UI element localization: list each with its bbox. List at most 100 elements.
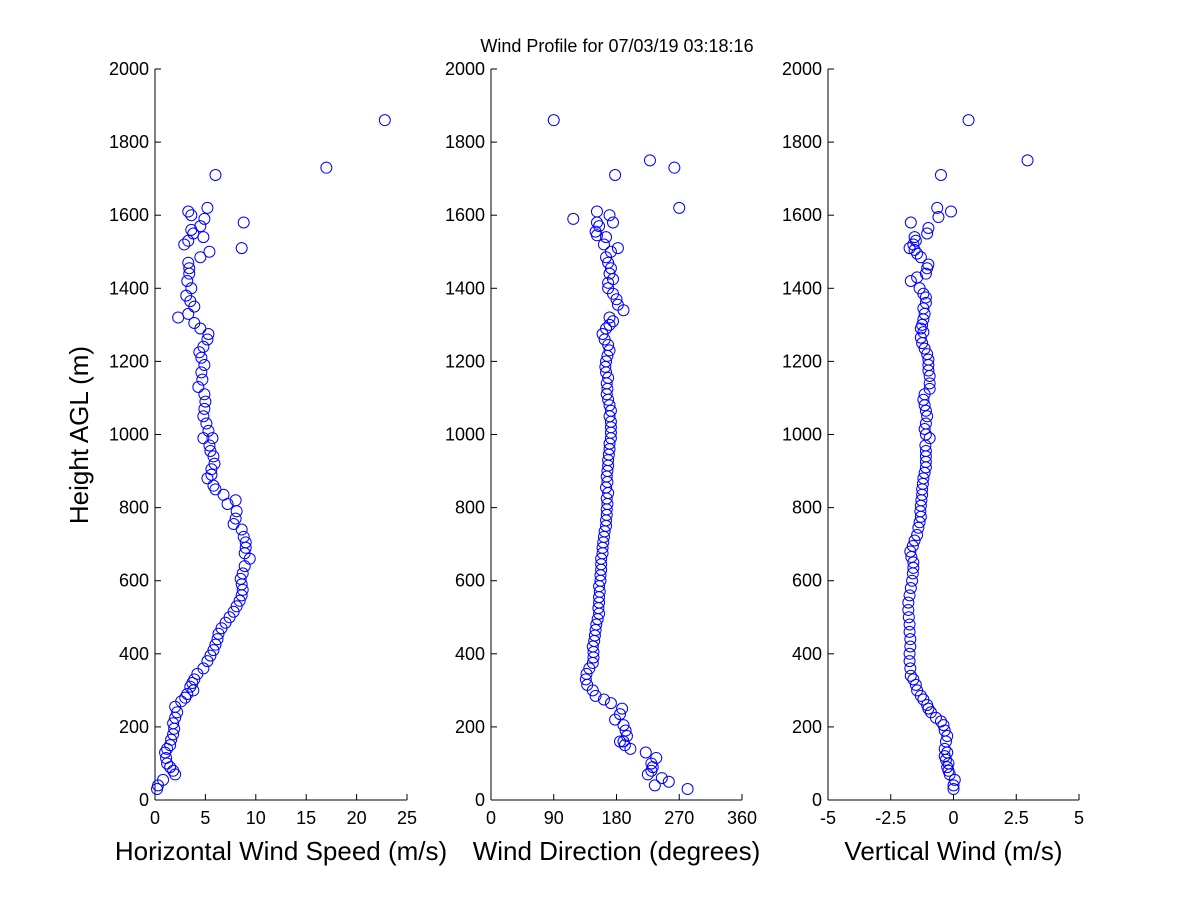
data-point-vertical bbox=[931, 201, 944, 214]
data-point-vertical bbox=[947, 779, 960, 792]
data-point-direction bbox=[602, 371, 615, 384]
data-point-vertical bbox=[923, 377, 936, 390]
data-point-direction bbox=[620, 730, 633, 743]
data-point-speed bbox=[237, 216, 250, 229]
data-point-direction bbox=[619, 724, 632, 737]
data-point-direction bbox=[648, 779, 661, 792]
data-point-speed bbox=[239, 536, 252, 549]
data-point-speed bbox=[207, 644, 220, 657]
data-point-speed bbox=[378, 114, 391, 127]
data-point-vertical bbox=[1021, 154, 1034, 167]
data-point-speed bbox=[236, 567, 249, 580]
data-point-speed bbox=[165, 733, 178, 746]
data-point-speed bbox=[235, 523, 248, 536]
x-axis-label-direction: Wind Direction (degrees) bbox=[473, 836, 761, 866]
data-point-vertical bbox=[922, 353, 935, 366]
data-point-vertical bbox=[913, 282, 926, 295]
data-point-speed bbox=[194, 251, 207, 264]
data-point-direction bbox=[600, 322, 613, 335]
data-point-vertical bbox=[922, 221, 935, 234]
data-point-vertical bbox=[914, 251, 927, 264]
data-point-speed bbox=[208, 457, 221, 470]
x-axis-label-speed: Horizontal Wind Speed (m/s) bbox=[115, 836, 447, 866]
data-point-speed bbox=[164, 739, 177, 752]
data-point-direction bbox=[643, 154, 656, 167]
data-point-speed bbox=[198, 359, 211, 372]
data-point-speed bbox=[182, 256, 195, 269]
data-point-direction bbox=[603, 311, 616, 324]
panel-direction: 0 200 400 600 800 1000 1200 1400 1600 1800 2000 0 90… bbox=[445, 59, 760, 866]
data-point-vertical bbox=[937, 719, 950, 732]
data-point-vertical bbox=[919, 417, 932, 430]
y-tick-label-vertical: 1800 bbox=[782, 132, 822, 152]
y-tick-label-direction: 1600 bbox=[445, 205, 485, 225]
data-point-speed bbox=[202, 327, 215, 340]
data-point-vertical bbox=[919, 444, 932, 457]
data-point-direction bbox=[597, 693, 610, 706]
data-point-vertical bbox=[902, 596, 915, 609]
data-point-vertical bbox=[906, 539, 919, 552]
data-point-vertical bbox=[916, 318, 929, 331]
data-point-speed bbox=[206, 432, 219, 445]
y-tick-label-direction: 600 bbox=[455, 571, 485, 591]
y-tick-label-direction: 0 bbox=[475, 790, 485, 810]
x-tick-label-speed: 10 bbox=[246, 808, 266, 828]
y-axis-label: Height AGL (m) bbox=[64, 346, 94, 524]
data-point-vertical bbox=[908, 534, 921, 547]
data-point-direction bbox=[617, 719, 630, 732]
y-tick-label-direction: 2000 bbox=[445, 59, 485, 79]
x-tick-label-speed: 5 bbox=[200, 808, 210, 828]
data-point-vertical bbox=[904, 216, 917, 229]
data-point-vertical bbox=[912, 521, 925, 534]
data-point-vertical bbox=[903, 647, 916, 660]
data-point-direction bbox=[662, 775, 675, 788]
data-point-vertical bbox=[907, 556, 920, 569]
data-point-direction bbox=[611, 298, 624, 311]
y-tick-label-vertical: 600 bbox=[792, 571, 822, 591]
x-tick-label-speed: 25 bbox=[397, 808, 417, 828]
y-tick-label-speed: 0 bbox=[139, 790, 149, 810]
data-point-vertical bbox=[902, 603, 915, 616]
data-point-direction bbox=[589, 689, 602, 702]
data-point-vertical bbox=[908, 231, 921, 244]
panel-speed: 0 200 400 600 800 1000 1200 1400 1600 1800 2000 0 5 1… bbox=[109, 59, 447, 866]
data-point-speed bbox=[198, 388, 211, 401]
data-point-vertical bbox=[904, 274, 917, 287]
data-point-speed bbox=[185, 209, 198, 222]
data-point-direction bbox=[603, 209, 616, 222]
data-point-vertical bbox=[908, 243, 921, 256]
data-point-vertical bbox=[911, 271, 924, 284]
data-point-direction bbox=[604, 262, 617, 275]
y-tick-label-speed: 600 bbox=[119, 571, 149, 591]
data-point-vertical bbox=[932, 211, 945, 224]
data-point-vertical bbox=[921, 410, 934, 423]
data-point-speed bbox=[234, 572, 247, 585]
data-point-speed bbox=[212, 627, 225, 640]
data-point-vertical bbox=[911, 684, 924, 697]
y-tick-label-speed: 1600 bbox=[109, 205, 149, 225]
data-point-vertical bbox=[938, 750, 951, 763]
data-point-speed bbox=[204, 649, 217, 662]
data-point-speed bbox=[201, 201, 214, 214]
data-point-speed bbox=[203, 439, 216, 452]
data-point-speed bbox=[233, 594, 246, 607]
x-tick-label-speed: 15 bbox=[296, 808, 316, 828]
data-point-speed bbox=[196, 373, 209, 386]
data-point-vertical bbox=[904, 662, 917, 675]
data-point-speed bbox=[194, 220, 207, 233]
data-point-speed bbox=[227, 518, 240, 531]
data-point-vertical bbox=[944, 205, 957, 218]
y-tick-label-vertical: 0 bbox=[812, 790, 822, 810]
x-tick-label-vertical: 5 bbox=[1074, 808, 1084, 828]
data-point-speed bbox=[237, 530, 250, 543]
data-point-speed bbox=[203, 245, 216, 258]
data-point-vertical bbox=[917, 393, 930, 406]
data-point-vertical bbox=[903, 618, 916, 631]
data-point-speed bbox=[167, 717, 180, 730]
data-point-direction bbox=[580, 667, 593, 680]
x-tick-label-vertical: -5 bbox=[820, 808, 836, 828]
data-point-speed bbox=[185, 282, 198, 295]
data-point-speed bbox=[171, 706, 184, 719]
